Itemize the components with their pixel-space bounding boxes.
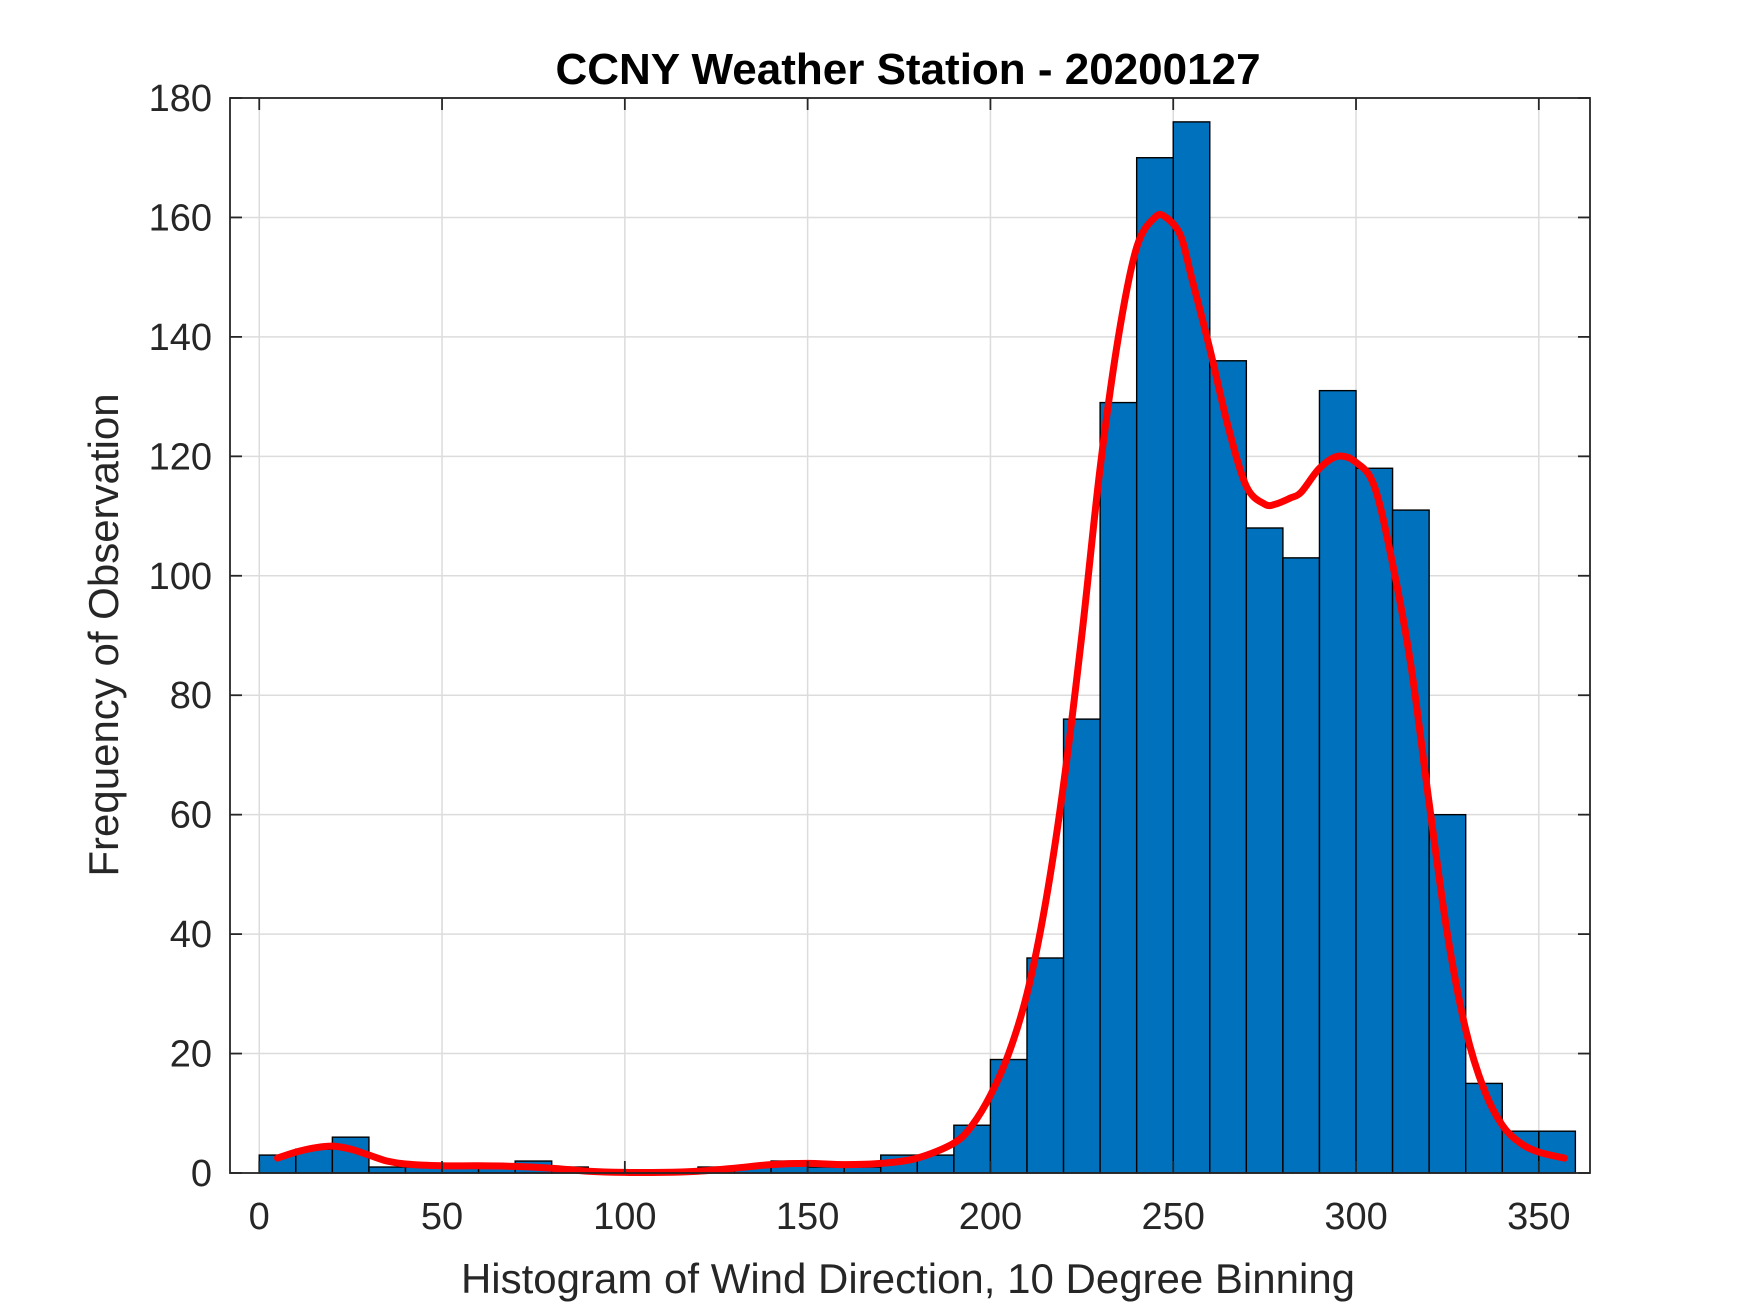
x-tick-label: 300: [1324, 1196, 1387, 1238]
x-tick-label: 100: [593, 1196, 656, 1238]
histogram-bar: [1355, 467, 1394, 1174]
histogram-bar: [1501, 1130, 1540, 1174]
y-tick-label: 140: [149, 317, 212, 359]
histogram-bar: [1026, 957, 1065, 1174]
x-tick-label: 150: [776, 1196, 839, 1238]
y-tick-label: 60: [170, 795, 212, 837]
histogram-bar: [1062, 718, 1101, 1174]
axis-ticks: 0 50 100 150 200 250 300 350 0 20 40 60 80 100 120 140 1…: [149, 78, 1590, 1238]
plot-frame: [229, 97, 1591, 1174]
y-axis-label: Frequency of Observation: [80, 393, 127, 876]
y-tick-label: 0: [191, 1153, 212, 1195]
y-tick-label: 180: [149, 78, 212, 120]
y-tick-label: 80: [170, 675, 212, 717]
y-tick-label: 100: [149, 556, 212, 598]
y-tick-label: 160: [149, 197, 212, 239]
x-tick-label: 50: [421, 1196, 463, 1238]
histogram-bar: [1099, 401, 1138, 1174]
x-axis-label: Histogram of Wind Direction, 10 Degree B…: [461, 1255, 1355, 1302]
histogram-bar: [1391, 509, 1430, 1174]
histogram-bar: [1209, 360, 1248, 1174]
x-tick-label: 200: [959, 1196, 1022, 1238]
density-curve-line: [274, 210, 1568, 1177]
x-tick-label: 250: [1142, 1196, 1205, 1238]
x-tick-label: 350: [1507, 1196, 1570, 1238]
y-tick-label: 20: [170, 1034, 212, 1076]
histogram-bar: [1245, 527, 1284, 1174]
y-tick-label: 40: [170, 914, 212, 956]
chart-title: CCNY Weather Station - 20200127: [555, 45, 1260, 94]
density-curve: [274, 210, 1568, 1177]
histogram-bar: [1318, 389, 1357, 1174]
y-tick-label: 120: [149, 436, 212, 478]
histogram-bar: [1282, 557, 1321, 1174]
histogram-bar: [1172, 121, 1211, 1174]
histogram-bar: [953, 1124, 992, 1174]
x-tick-label: 0: [249, 1196, 270, 1238]
histogram-bar: [1135, 157, 1174, 1174]
